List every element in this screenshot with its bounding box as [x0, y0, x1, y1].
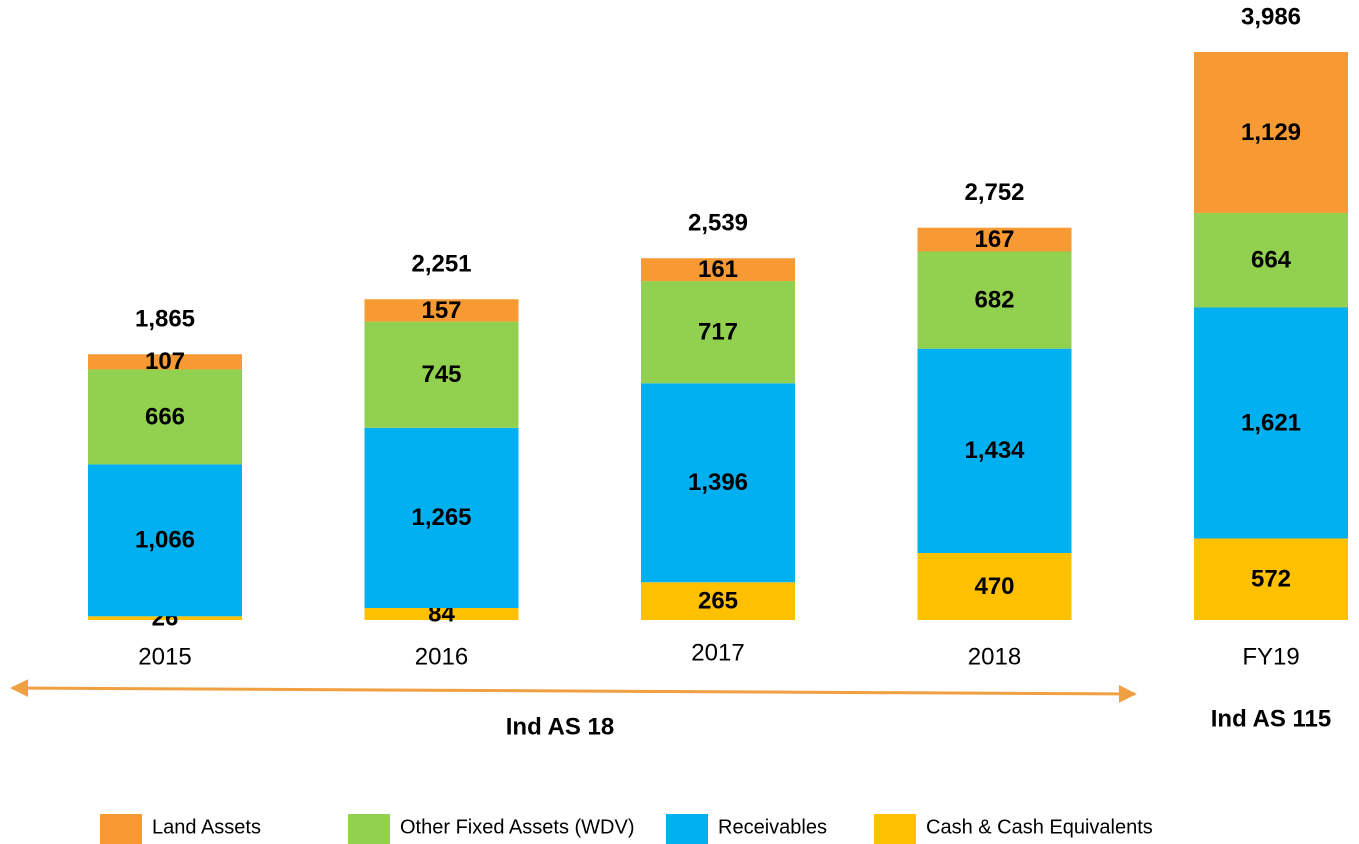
bar-segment: [88, 354, 242, 370]
data-label: 1,129: [1241, 119, 1301, 146]
bar-segment: [364, 321, 519, 428]
bar-segment: [364, 299, 519, 322]
bar-segment: [1194, 52, 1348, 213]
data-label: 161: [698, 256, 738, 283]
data-label: 666: [145, 403, 185, 430]
total-label: 2,251: [411, 251, 471, 278]
data-label: 1,066: [135, 527, 195, 554]
legend-swatch: [874, 814, 916, 844]
bar-segment: [917, 227, 1072, 252]
total-label: 3,986: [1241, 3, 1301, 30]
legend-label: Cash & Cash Equivalents: [926, 816, 1153, 838]
bar-segment: [917, 348, 1072, 554]
total-label: 1,865: [135, 306, 195, 333]
data-label: 717: [698, 319, 738, 346]
bar-segment: [641, 258, 795, 282]
legend-swatch: [348, 814, 390, 844]
x-tick-label: 2017: [691, 639, 744, 666]
x-tick-label: 2016: [415, 643, 468, 670]
data-label: 470: [974, 573, 1014, 600]
legend-label: Other Fixed Assets (WDV): [400, 816, 635, 838]
total-label: 2,539: [688, 210, 748, 237]
annotation: Ind AS 115: [1211, 705, 1332, 732]
bar-segment: [1194, 538, 1348, 620]
x-tick-label: FY19: [1242, 643, 1299, 670]
period-arrow: [10, 679, 1137, 703]
bar-segment: [88, 464, 242, 617]
data-label: 167: [974, 226, 1014, 253]
data-label: 1,396: [688, 469, 748, 496]
bar-segment: [1194, 212, 1348, 308]
bar-segment: [88, 616, 242, 620]
bar-segment: [917, 553, 1072, 620]
data-label: 265: [698, 587, 738, 614]
legend-label: Land Assets: [152, 816, 261, 838]
bar-segment: [364, 608, 519, 620]
data-label: 572: [1251, 566, 1291, 593]
bar-segment: [1194, 307, 1348, 539]
legend-swatch: [100, 814, 142, 844]
legend-label: Receivables: [718, 816, 827, 838]
bar-segment: [917, 251, 1072, 349]
bar-segment: [641, 582, 795, 620]
bar-segment: [641, 281, 795, 384]
bar-segment: [88, 369, 242, 465]
x-tick-label: 2015: [138, 643, 191, 670]
data-label: 1,434: [964, 437, 1025, 464]
data-label: 682: [974, 286, 1014, 313]
data-label: 107: [145, 348, 185, 375]
data-label: 664: [1251, 247, 1292, 274]
bar-segment: [364, 427, 519, 609]
annotation: Ind AS 18: [506, 713, 614, 740]
x-tick-label: 2018: [968, 643, 1021, 670]
legend-swatch: [666, 814, 708, 844]
bar-segment: [641, 383, 795, 583]
data-label: 1,621: [1241, 409, 1301, 436]
data-label: 745: [421, 361, 461, 388]
data-label: 1,265: [411, 504, 471, 531]
data-label: 157: [421, 297, 461, 324]
total-label: 2,752: [964, 179, 1024, 206]
